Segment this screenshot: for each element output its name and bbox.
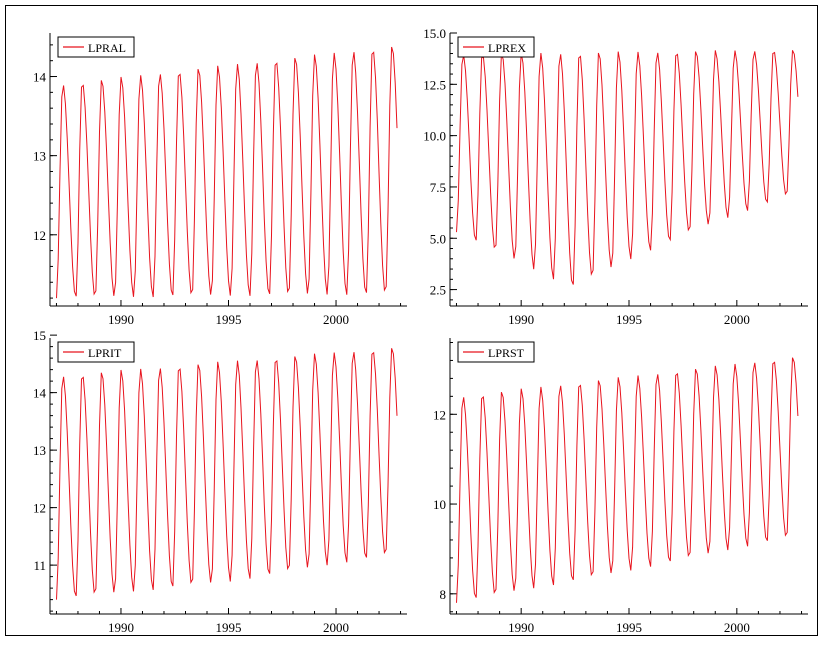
y-tick-label: 12 bbox=[433, 407, 446, 422]
legend-box bbox=[457, 36, 535, 58]
y-tick-label: 5.0 bbox=[430, 231, 446, 246]
chart-panel-1: 1990 1995 2000 12 13 14 LPRAL bbox=[33, 33, 407, 327]
y-tick-label: 12.5 bbox=[423, 77, 446, 92]
figure-border bbox=[5, 5, 818, 636]
series-line-lprit bbox=[56, 348, 398, 600]
x-tick-label: 2000 bbox=[724, 312, 750, 327]
y-tick-label: 8 bbox=[440, 587, 447, 602]
y-tick-label: 11 bbox=[33, 558, 46, 573]
x-tick-label: 1990 bbox=[508, 312, 534, 327]
x-tick-label: 1995 bbox=[616, 620, 642, 635]
legend-box bbox=[457, 341, 535, 363]
chart-panel-3: 1990 1995 2000 11 12 13 14 15 LPRIT bbox=[33, 328, 407, 635]
y-tick-label: 13 bbox=[33, 149, 46, 164]
y-tick-label: 13 bbox=[33, 443, 46, 458]
y-tick-label: 7.5 bbox=[430, 180, 446, 195]
x-tick-label: 1990 bbox=[108, 312, 134, 327]
series-line-lpral bbox=[56, 46, 398, 299]
y-tick-label: 12 bbox=[33, 501, 46, 516]
y-tick-label: 10.0 bbox=[423, 129, 446, 144]
y-tick-label: 15.0 bbox=[423, 26, 446, 41]
x-tick-label: 2000 bbox=[724, 620, 750, 635]
x-tick-label: 1995 bbox=[216, 312, 242, 327]
y-tick-label: 10 bbox=[433, 497, 446, 512]
legend-box bbox=[57, 36, 135, 58]
legend-label: LPRIT bbox=[88, 346, 122, 360]
x-tick-label: 1995 bbox=[216, 620, 242, 635]
y-tick-label: 15 bbox=[33, 328, 46, 343]
y-tick-label: 14 bbox=[33, 386, 47, 401]
legend-box bbox=[57, 341, 135, 363]
y-tick-label: 2.5 bbox=[430, 283, 446, 298]
y-tick-label: 14 bbox=[33, 70, 47, 85]
x-tick-label: 2000 bbox=[323, 312, 349, 327]
legend-label: LPRST bbox=[488, 346, 525, 360]
x-tick-label: 2000 bbox=[323, 620, 349, 635]
legend-label: LPREX bbox=[488, 41, 526, 55]
series-line-lprst bbox=[456, 357, 799, 603]
x-tick-label: 1990 bbox=[108, 620, 134, 635]
x-tick-label: 1995 bbox=[616, 312, 642, 327]
legend-label: LPRAL bbox=[88, 41, 126, 55]
chart-panel-2: 1990 1995 2000 2.5 5.0 7.5 10.0 12.5 15.0 LPREX bbox=[423, 26, 808, 327]
series-line-lprex bbox=[456, 50, 799, 285]
x-tick-label: 1990 bbox=[508, 620, 534, 635]
chart-panel-4: 1990 1995 2000 8 10 12 LPRST bbox=[433, 338, 808, 635]
y-tick-label: 12 bbox=[33, 228, 46, 243]
